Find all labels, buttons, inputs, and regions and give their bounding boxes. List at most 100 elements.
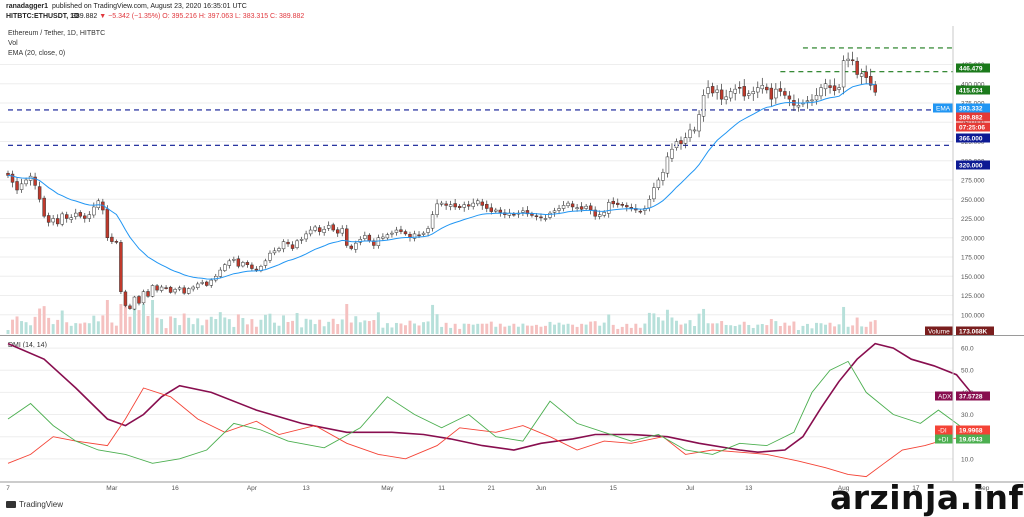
volume-bar (665, 309, 669, 334)
price-chart[interactable]: 100.000 125.000 150.000 175.000 200.000 225.0… (0, 26, 1024, 497)
volume-bar (562, 324, 566, 334)
volume-bar (837, 324, 841, 334)
volume-bar (620, 326, 624, 334)
footer: TradingView (0, 497, 1024, 515)
time-tick-label: Aug (838, 485, 850, 492)
candle-body (733, 88, 737, 94)
volume-bar (489, 321, 493, 334)
volume-bar (625, 323, 629, 334)
volume-bar (738, 324, 742, 334)
candle-body (796, 105, 801, 108)
ema-line (7, 83, 876, 280)
price-tag-box (956, 85, 990, 95)
candle-body (679, 140, 683, 145)
tradingview-logo[interactable]: TradingView (6, 500, 63, 509)
volume-bar (105, 300, 109, 334)
candle-body (159, 286, 164, 291)
candle-body (512, 213, 516, 216)
volume-bar (512, 323, 516, 334)
candle-body (706, 87, 710, 94)
candle-body (462, 204, 466, 208)
volume-bar (584, 324, 588, 334)
volume-bar (602, 322, 606, 334)
volume-bar (291, 320, 295, 334)
candle-body (756, 87, 760, 93)
volume-bar (769, 319, 773, 334)
candle-body (453, 203, 457, 208)
volume-bar (760, 324, 764, 334)
candle-body (421, 232, 426, 235)
dmi-series-adx (7, 342, 976, 454)
candle-body (331, 224, 335, 231)
candle-body (710, 86, 715, 94)
candle-body (629, 207, 634, 209)
volume-bar (286, 322, 290, 334)
volume-bar (205, 319, 209, 334)
volume-bar (693, 326, 697, 334)
candle-body (607, 202, 611, 214)
volume-bar (471, 324, 475, 334)
candle-body (778, 88, 783, 92)
volume-bar (530, 325, 534, 334)
price-tag-box (956, 122, 990, 132)
volume-bar (765, 325, 769, 334)
candle-body (186, 288, 191, 294)
author-name[interactable]: ranadagger1 (6, 3, 49, 10)
candle-body (737, 87, 742, 89)
volume-bar (634, 323, 638, 334)
candle-body (868, 76, 873, 86)
volume-bar (268, 313, 272, 334)
volume-tag-name: Volume (928, 329, 950, 336)
candle-body (92, 206, 96, 216)
volume-bar (404, 325, 407, 334)
price-tag-box (956, 103, 990, 113)
volume-bar (160, 319, 164, 334)
candle-body (810, 99, 814, 102)
volume-bar (60, 310, 64, 334)
candle-body (566, 202, 570, 207)
ohlc-readout: 389.882 ▼ −5.342 (−1.35%) O: 395.216 H: … (72, 13, 304, 20)
volume-bar (178, 325, 182, 334)
candle-body (742, 86, 746, 97)
candle-body (336, 229, 340, 234)
candle-body (656, 179, 661, 188)
volume-bar (702, 308, 706, 334)
volume-bar (783, 322, 787, 334)
volume-bar (327, 321, 331, 334)
volume-bar (661, 320, 665, 334)
volume-bar (742, 321, 746, 334)
volume-bar (69, 325, 73, 334)
candle-body (10, 173, 15, 183)
volume-bar (589, 321, 593, 334)
dmi-tick-label: 60.0 (961, 346, 974, 353)
time-tick-label: Sep (978, 485, 990, 492)
candle-body (209, 279, 213, 286)
volume-bar (376, 312, 380, 334)
volume-bar (245, 324, 249, 334)
volume-bar (810, 328, 814, 334)
candle-body (376, 237, 381, 246)
volume-bar (706, 323, 710, 334)
time-tick-label: May (381, 485, 394, 492)
dmi-tick-label: 30.0 (961, 412, 974, 419)
candle-body (652, 187, 656, 200)
volume-bar (182, 313, 186, 334)
candle-body (828, 85, 832, 88)
price-tag-box (956, 160, 990, 170)
volume-bar (6, 330, 10, 334)
candle-body (236, 258, 241, 267)
symbol-title: HITBTC:ETHUSDT, 1D (6, 13, 80, 20)
volume-bar (417, 325, 421, 334)
volume-bar (815, 322, 818, 334)
volume-bar (408, 320, 412, 334)
volume-bar (101, 315, 105, 334)
volume-bar (340, 319, 344, 334)
candle-body (430, 214, 435, 229)
volume-bar (864, 326, 868, 334)
candle-body (417, 234, 421, 237)
candle-body (760, 85, 765, 90)
volume-bar (720, 321, 724, 334)
volume-bar (449, 327, 453, 334)
volume-bar (282, 315, 285, 334)
candle-body (150, 285, 155, 297)
